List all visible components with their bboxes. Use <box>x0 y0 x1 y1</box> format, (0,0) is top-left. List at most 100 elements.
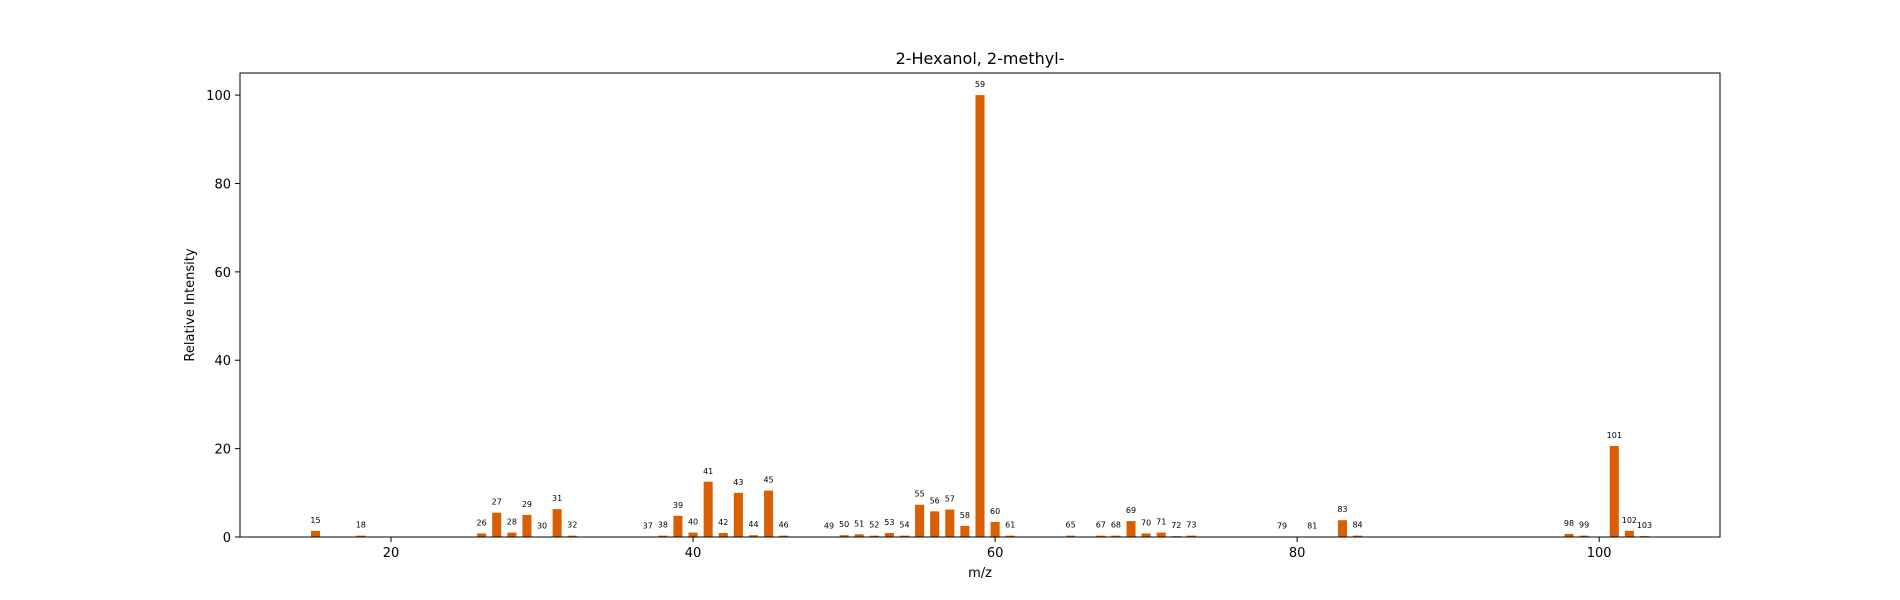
peak-label: 102 <box>1622 516 1637 525</box>
peak-label: 53 <box>884 518 894 527</box>
peak-label: 54 <box>899 521 909 530</box>
bar-mz-26 <box>477 533 487 537</box>
x-tick-label: 40 <box>685 546 702 561</box>
peak-label: 103 <box>1637 521 1652 530</box>
bar-mz-52 <box>869 535 879 537</box>
bar-mz-27 <box>492 512 502 537</box>
bar-mz-51 <box>854 534 864 537</box>
x-tick-label: 80 <box>1289 546 1306 561</box>
bar-mz-73 <box>1186 535 1196 537</box>
peak-label: 81 <box>1307 522 1317 531</box>
bar-mz-44 <box>748 535 758 537</box>
peak-label: 60 <box>990 507 1000 516</box>
peak-label: 41 <box>703 467 713 476</box>
peak-label: 31 <box>552 494 562 503</box>
peak-label: 79 <box>1277 522 1287 531</box>
bar-mz-68 <box>1111 535 1121 537</box>
peak-label: 30 <box>537 522 547 531</box>
peak-label: 57 <box>945 495 955 504</box>
y-tick-label: 80 <box>214 177 231 192</box>
bar-mz-58 <box>960 525 970 537</box>
bar-mz-55 <box>915 504 925 537</box>
x-tick-label: 60 <box>987 546 1004 561</box>
bar-mz-45 <box>764 490 774 537</box>
peak-label: 70 <box>1141 518 1151 527</box>
peak-label: 39 <box>673 501 683 510</box>
bar-mz-98 <box>1564 533 1574 537</box>
peak-label: 51 <box>854 519 864 528</box>
peak-label: 44 <box>748 520 758 529</box>
bar-mz-53 <box>884 533 894 537</box>
peak-label: 61 <box>1005 521 1015 530</box>
bar-mz-65 <box>1066 535 1076 537</box>
peak-label: 101 <box>1607 431 1622 440</box>
x-tick-label: 100 <box>1587 546 1612 561</box>
y-tick-label: 60 <box>214 266 231 281</box>
peak-label: 98 <box>1564 519 1574 528</box>
peak-label: 69 <box>1126 506 1136 515</box>
peak-label: 83 <box>1337 505 1347 514</box>
peak-label: 15 <box>310 516 320 525</box>
bar-mz-18 <box>356 535 366 537</box>
bars-group <box>310 95 1650 537</box>
y-tick-label: 100 <box>206 89 231 104</box>
peak-label: 99 <box>1579 521 1589 530</box>
peak-label: 73 <box>1186 521 1196 530</box>
bar-mz-29 <box>522 514 532 537</box>
bar-mz-42 <box>718 533 728 537</box>
bar-mz-41 <box>703 481 713 537</box>
peak-label: 28 <box>507 518 517 527</box>
bar-mz-28 <box>507 532 517 537</box>
peak-label: 38 <box>658 521 668 530</box>
peak-label: 58 <box>960 511 970 520</box>
bar-mz-56 <box>930 511 940 537</box>
bar-mz-31 <box>552 509 562 537</box>
y-tick-label: 20 <box>214 443 231 458</box>
bar-mz-84 <box>1353 535 1363 537</box>
peak-label: 18 <box>356 521 366 530</box>
bar-mz-83 <box>1337 520 1347 537</box>
peak-label: 49 <box>824 522 834 531</box>
peak-labels-group: 15 18 26 27 28 29 30 31 32 37 38 39 40 41 42 43 44 45 46 49… <box>310 80 1652 530</box>
x-tick-label: 20 <box>383 546 400 561</box>
bar-mz-43 <box>733 492 743 537</box>
peak-label: 59 <box>975 80 985 89</box>
bar-mz-50 <box>839 535 849 537</box>
bar-mz-15 <box>310 530 321 537</box>
peak-label: 40 <box>688 518 698 527</box>
bar-mz-70 <box>1141 533 1151 537</box>
y-tick-label: 0 <box>223 531 231 546</box>
bar-mz-38 <box>658 535 668 537</box>
bar-mz-99 <box>1579 535 1589 537</box>
x-axis: 20 40 60 80 100 <box>383 537 1612 561</box>
chart-title: 2-Hexanol, 2-methyl- <box>896 49 1065 68</box>
peak-label: 84 <box>1352 521 1362 530</box>
bar-mz-69 <box>1126 521 1136 537</box>
bar-mz-101 <box>1609 445 1619 537</box>
peak-label: 67 <box>1096 521 1106 530</box>
y-tick-label: 40 <box>214 354 231 369</box>
bar-mz-40 <box>688 532 698 537</box>
peak-label: 43 <box>733 478 743 487</box>
peak-label: 37 <box>643 522 653 531</box>
bar-mz-71 <box>1156 532 1166 537</box>
peak-label: 52 <box>869 521 879 530</box>
y-axis-label: Relative Intensity <box>183 248 198 361</box>
bar-mz-102 <box>1624 530 1634 537</box>
peak-label: 29 <box>522 500 532 509</box>
bar-mz-67 <box>1096 535 1106 537</box>
peak-label: 42 <box>718 518 728 527</box>
peak-label: 26 <box>477 518 487 527</box>
bar-mz-39 <box>673 515 683 537</box>
peak-label: 50 <box>839 520 849 529</box>
peak-label: 68 <box>1111 521 1121 530</box>
peak-label: 65 <box>1066 521 1076 530</box>
peak-label: 45 <box>763 476 773 485</box>
bar-mz-54 <box>899 535 910 537</box>
x-axis-label: m/z <box>968 566 992 581</box>
bar-mz-61 <box>1005 535 1015 537</box>
peak-label: 32 <box>567 521 577 530</box>
bar-mz-59 <box>975 95 985 537</box>
peak-label: 56 <box>930 496 940 505</box>
